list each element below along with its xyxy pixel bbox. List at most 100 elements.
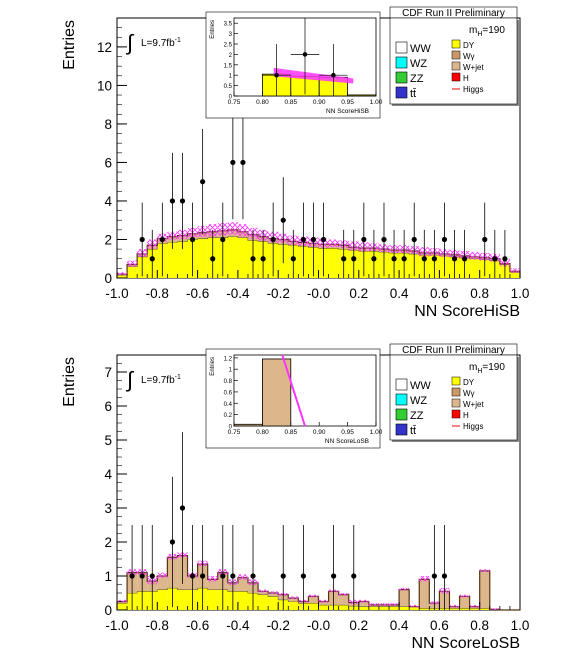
data-point — [149, 573, 155, 579]
inset-y-tick-label: 0 — [229, 95, 233, 101]
uncertainty-band — [308, 594, 319, 598]
data-point — [381, 236, 387, 243]
data-point — [220, 573, 226, 579]
bar-dy — [449, 608, 460, 610]
legend-label: Wγ — [463, 52, 475, 61]
uncertainty-band — [368, 603, 379, 606]
data-point — [451, 256, 458, 262]
data-point — [401, 256, 407, 262]
legend-swatch — [451, 39, 461, 49]
legend-label: WW — [410, 380, 431, 392]
mass-label-part: =190 — [482, 25, 505, 36]
bar-wjet — [207, 579, 218, 590]
y-axis-title: Entries — [61, 20, 78, 70]
x-tick-label: -0.6 — [186, 618, 209, 633]
legend-label: Higgs — [463, 422, 483, 431]
inset-frame — [233, 354, 377, 427]
uncertainty-band — [117, 599, 128, 603]
legend-swatch — [451, 409, 461, 419]
data-point — [169, 539, 176, 545]
uncertainty-band — [117, 272, 128, 276]
x-tick-label: 0.2 — [349, 286, 368, 301]
data-point — [502, 256, 508, 262]
y-tick-label: 4 — [104, 467, 112, 482]
uncertainty-band — [338, 593, 349, 596]
uncertainty-band — [288, 596, 299, 600]
legend-swatch — [451, 72, 461, 82]
inset-x-tick-label: 0.95 — [341, 429, 354, 436]
data-point — [300, 573, 306, 579]
bar-wjet — [237, 577, 248, 592]
bar-dy — [117, 603, 128, 610]
bar-dy — [237, 591, 248, 610]
uncertainty-band — [157, 572, 168, 579]
y-tick-label: 2 — [104, 535, 112, 550]
data-point — [431, 573, 437, 579]
x-tick-label: -1.0 — [105, 286, 128, 301]
data-point — [260, 256, 266, 262]
inset-y-tick-label: 1.5 — [224, 63, 233, 69]
luminosity-label: L=9.7fb-1 — [141, 374, 181, 386]
bar-wjet — [157, 576, 168, 590]
x-tick-label: -0.0 — [307, 618, 330, 633]
uncertainty-band — [268, 591, 279, 595]
legend-swatch — [451, 387, 461, 397]
x-axis-title: NN ScoreLoSB — [412, 635, 521, 652]
inset-data-point — [302, 52, 308, 57]
bar-dy — [288, 601, 299, 610]
inset-y-tick-label: 0.5 — [224, 84, 233, 90]
inset-y-tick-label: 0.6 — [224, 390, 233, 396]
inset-bar — [261, 358, 292, 427]
x-tick-label: -1.0 — [105, 618, 128, 633]
bar-wjet — [358, 601, 369, 607]
uncertainty-band — [358, 599, 369, 603]
legend-label: W+jet — [463, 400, 484, 409]
uncertainty-band — [207, 576, 218, 582]
data-point — [421, 256, 427, 262]
data-point — [351, 256, 357, 262]
mass-label: mH=190 — [469, 25, 505, 38]
legend-label: WW — [410, 43, 431, 55]
bar-dy — [328, 248, 339, 278]
legend-swatch — [395, 423, 408, 436]
x-tick-label: 0.2 — [349, 618, 368, 633]
y-tick-label: 10 — [97, 78, 112, 93]
bar-dy — [469, 608, 480, 610]
data-point — [250, 256, 256, 262]
bar-dy — [358, 606, 369, 610]
data-point — [492, 256, 498, 262]
data-point — [331, 573, 337, 579]
mass-label-part: H — [477, 368, 482, 375]
legend-swatch — [395, 86, 408, 99]
uncertainty-band — [489, 608, 500, 610]
uncertainty-band — [258, 589, 269, 593]
data-point — [280, 217, 286, 223]
inset-y-tick-label: 0.4 — [224, 402, 233, 408]
legend-swatch — [395, 408, 408, 421]
mass-label-part: m — [469, 25, 477, 36]
data-point — [179, 505, 186, 511]
x-tick-label: 1.0 — [511, 286, 530, 301]
inset-y-tick-label: 1 — [229, 74, 233, 80]
bar-dy — [409, 606, 420, 610]
y-tick-label: 2 — [104, 232, 112, 247]
legend-label: WZ — [410, 58, 427, 70]
uncertainty-band — [127, 260, 138, 267]
y-tick-label: 1 — [104, 569, 112, 584]
y-tick-label: 5 — [104, 433, 112, 448]
inset-x-tick-label: 0.90 — [313, 99, 326, 106]
mass-label-part: =190 — [482, 362, 505, 373]
bar-dy — [157, 589, 168, 610]
data-point — [129, 573, 135, 579]
inset-x-tick-label: 1.00 — [370, 99, 383, 106]
inset-y-tick-label: 0.2 — [224, 413, 233, 419]
inset-band — [281, 354, 306, 427]
x-tick-label: -0.8 — [146, 286, 169, 301]
data-point — [200, 573, 206, 579]
bar-wjet — [268, 593, 279, 597]
inset-x-axis-title: NN ScoreHiSB — [326, 108, 369, 115]
inset-y-tick-label: 0 — [229, 425, 233, 431]
mass-label-part: H — [477, 31, 482, 38]
data-point — [300, 236, 306, 243]
inset-x-tick-label: 0.80 — [256, 429, 269, 436]
